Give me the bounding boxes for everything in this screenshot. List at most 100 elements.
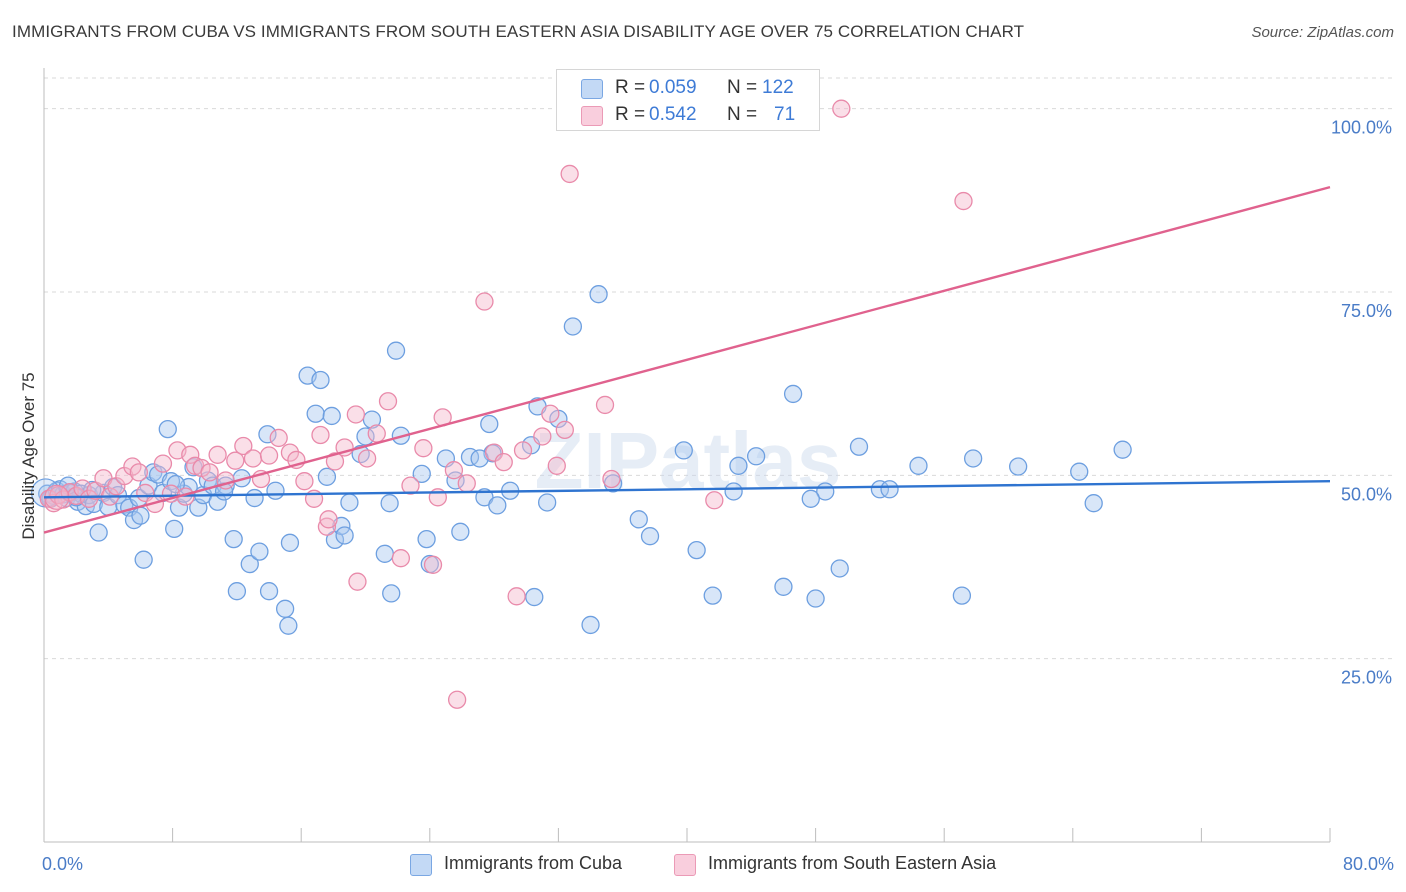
data-point-cuba (131, 506, 150, 525)
data-point-sea (357, 449, 377, 468)
data-point-sea (325, 452, 345, 471)
bottom-legend-swatch-sea (674, 854, 696, 876)
bottom-legend: Immigrants from Cuba Immigrants from Sou… (0, 851, 1406, 879)
data-point-sea (94, 469, 113, 488)
series-cuba (31, 285, 1132, 635)
legend: R = 0.059 N = 122 R = 0.542 N = 71 (556, 69, 820, 131)
data-point-cuba (382, 584, 401, 603)
data-point-sea (513, 441, 533, 460)
data-point-cuba (317, 467, 337, 486)
legend-r-value: 0.059 (649, 77, 697, 98)
data-point-cuba (830, 559, 849, 578)
data-point-cuba (451, 522, 470, 541)
data-point-cuba (674, 441, 693, 460)
data-point-cuba (480, 414, 499, 434)
chart-title: IMMIGRANTS FROM CUBA VS IMMIGRANTS FROM … (12, 22, 1025, 41)
data-point-sea (200, 463, 219, 482)
data-point-cuba (563, 317, 583, 336)
data-point-sea (346, 405, 366, 424)
data-point-cuba (169, 498, 189, 517)
data-point-sea (269, 428, 288, 448)
data-point-sea (484, 443, 504, 462)
data-point-sea (243, 449, 263, 468)
data-point-sea (181, 445, 200, 464)
data-point-cuba (909, 456, 928, 475)
data-point-cuba (275, 599, 295, 618)
data-point-cuba (259, 582, 279, 601)
data-point-cuba (640, 527, 660, 546)
data-point-cuba (258, 425, 277, 444)
data-point-cuba (250, 542, 269, 561)
data-point-cuba (963, 449, 983, 468)
data-point-cuba (412, 464, 431, 484)
data-point-sea (317, 517, 337, 536)
bottom-legend-swatch-cuba (410, 854, 432, 876)
legend-row-sea: R = 0.542 N = 71 (557, 102, 819, 128)
data-point-cuba (880, 480, 899, 499)
data-point-cuba (322, 406, 341, 426)
data-point-cuba (746, 447, 766, 466)
series-sea (39, 99, 973, 709)
legend-n-value: 71 (774, 104, 796, 125)
y-tick-label: 50.0% (1341, 484, 1392, 504)
data-point-cuba (158, 419, 177, 439)
bottom-legend-label-sea: Immigrants from South Eastern Asia (708, 853, 997, 873)
data-point-cuba (488, 496, 507, 515)
y-tick-label: 75.0% (1341, 301, 1392, 321)
data-point-cuba (774, 577, 793, 596)
data-point-cuba (729, 456, 748, 475)
data-point-cuba (375, 544, 394, 563)
data-point-sea (423, 555, 443, 574)
data-point-sea (547, 456, 566, 475)
data-point-sea (541, 404, 560, 423)
legend-n-label: N = (727, 77, 758, 98)
data-point-cuba (806, 589, 825, 608)
data-point-cuba (208, 492, 227, 511)
data-point-cuba (335, 526, 354, 545)
data-point-sea (378, 392, 398, 411)
y-tick-label: 25.0% (1341, 668, 1392, 688)
data-point-cuba (306, 404, 325, 423)
data-point-cuba (849, 437, 869, 456)
data-point-sea (153, 454, 173, 473)
data-point-sea (259, 446, 279, 465)
data-point-cuba (311, 370, 330, 390)
data-point-cuba (1084, 494, 1103, 513)
data-point-cuba (161, 472, 181, 491)
data-point-sea (475, 292, 494, 311)
data-point-sea (954, 191, 973, 211)
data-point-cuba (417, 529, 436, 549)
data-point-cuba (537, 493, 557, 512)
data-point-cuba (952, 586, 972, 605)
legend-swatch-sea (581, 106, 603, 126)
data-point-cuba (279, 616, 298, 635)
data-point-cuba (1070, 462, 1089, 481)
data-point-cuba (134, 550, 153, 569)
data-point-sea (280, 443, 300, 462)
data-point-cuba (227, 582, 247, 601)
data-point-cuba (525, 587, 544, 607)
data-point-cuba (362, 410, 382, 429)
data-point-sea (507, 587, 526, 606)
data-point-cuba (783, 384, 803, 404)
x-tick-label: 80.0% (1343, 854, 1394, 874)
data-point-cuba (1008, 457, 1028, 476)
data-point-sea (447, 690, 467, 709)
trend-line-cuba (43, 480, 1331, 499)
data-point-sea (311, 425, 330, 445)
data-point-cuba (724, 482, 743, 501)
data-point-cuba (687, 540, 706, 560)
legend-r-label: R = (615, 104, 646, 125)
axes (43, 68, 1331, 843)
data-point-sea (401, 476, 420, 495)
data-point-cuba (581, 615, 600, 635)
data-point-sea (129, 463, 148, 482)
data-point-cuba (589, 285, 608, 304)
data-point-cuba (340, 493, 359, 512)
data-point-cuba (245, 488, 264, 508)
data-point-cuba (629, 510, 648, 529)
legend-n-value: 122 (762, 77, 794, 98)
data-point-sea (705, 491, 724, 510)
data-point-sea (208, 445, 227, 464)
data-point-sea (595, 395, 615, 415)
